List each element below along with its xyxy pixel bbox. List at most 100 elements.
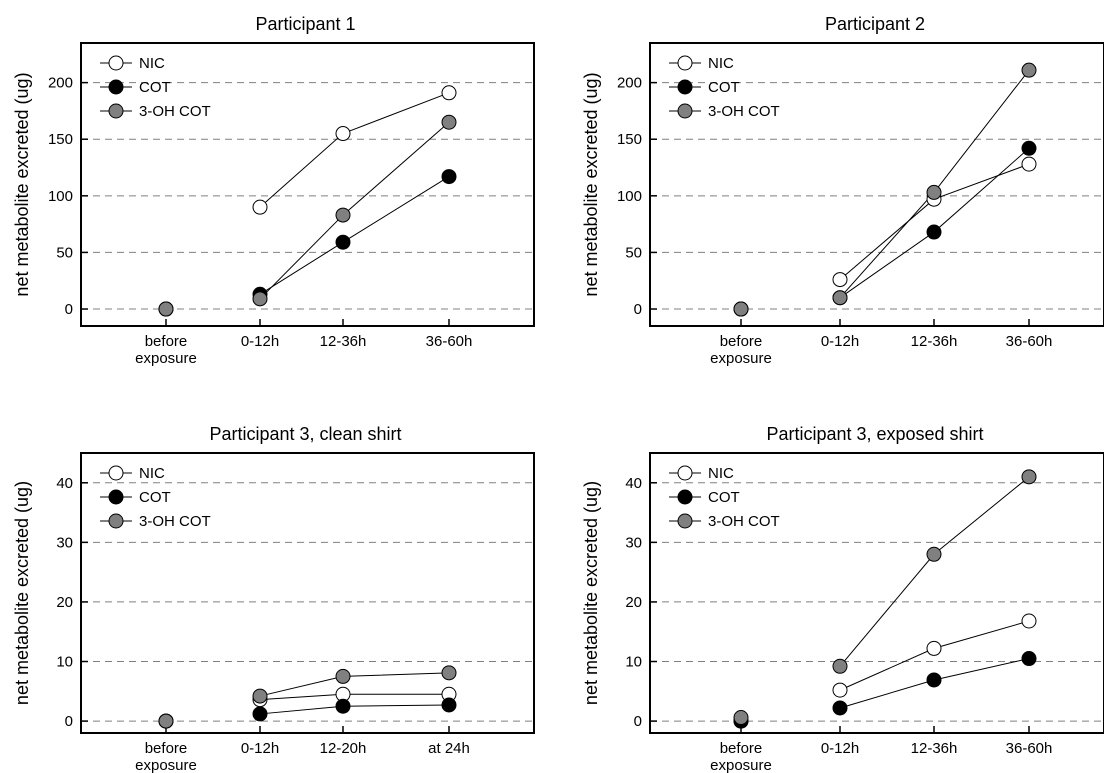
data-point-cot — [335, 234, 351, 250]
panel-title: Participant 3, clean shirt — [209, 424, 401, 444]
legend-marker — [677, 103, 693, 119]
panel-title: Participant 3, exposed shirt — [766, 424, 983, 444]
data-point-cot — [252, 706, 268, 722]
series-line-3-oh-cot — [259, 672, 450, 697]
legend-label: NIC — [139, 55, 165, 72]
legend-marker — [108, 79, 124, 95]
data-point-cot — [832, 700, 848, 716]
x-tick-label: before — [720, 333, 763, 350]
y-tick-label: 200 — [617, 75, 642, 92]
series-line-3-oh-cot — [259, 121, 450, 300]
data-point-cot — [441, 169, 457, 185]
y-tick-label: 40 — [625, 475, 642, 492]
legend-label: 3-OH COT — [708, 103, 780, 120]
legend-label: COT — [708, 489, 740, 506]
x-tick-label: 12-36h — [320, 333, 367, 350]
legend-label: 3-OH COT — [139, 513, 211, 530]
x-tick-label: 12-36h — [911, 333, 958, 350]
x-tick-label: before — [145, 333, 188, 350]
x-tick-label: before — [145, 740, 188, 757]
legend-marker — [677, 79, 693, 95]
y-tick-label: 50 — [625, 244, 642, 261]
x-tick-label: 0-12h — [821, 333, 859, 350]
data-point-3-oh-cot — [158, 301, 174, 317]
y-axis-label: net metabolite excreted (ug) — [12, 481, 32, 705]
data-point-3-oh-cot — [926, 184, 942, 200]
x-tick-label: 12-36h — [911, 740, 958, 757]
data-point-3-oh-cot — [335, 207, 351, 223]
data-point-nic — [1021, 613, 1037, 629]
series-line-nic — [259, 693, 449, 701]
series-line-cot — [259, 704, 450, 715]
legend-marker — [108, 103, 124, 119]
legend-label: 3-OH COT — [708, 513, 780, 530]
x-tick-label: 0-12h — [821, 740, 859, 757]
y-tick-label: 20 — [56, 594, 73, 611]
data-point-cot — [926, 672, 942, 688]
y-tick-label: 0 — [634, 713, 642, 730]
data-point-3-oh-cot — [335, 668, 351, 684]
plot-frame — [80, 42, 535, 327]
y-tick-label: 200 — [48, 75, 73, 92]
plot-frame — [80, 452, 535, 734]
x-tick-label: exposure — [135, 350, 197, 367]
x-tick-label: 0-12h — [241, 333, 279, 350]
legend-marker — [108, 489, 124, 505]
data-point-cot — [1021, 651, 1037, 667]
data-point-3-oh-cot — [926, 546, 942, 562]
data-point-3-oh-cot — [158, 713, 174, 729]
y-tick-label: 20 — [625, 594, 642, 611]
y-axis-label: net metabolite excreted (ug) — [581, 72, 601, 296]
legend-label: NIC — [708, 55, 734, 72]
y-tick-label: 100 — [48, 188, 73, 205]
x-tick-label: at 24h — [428, 740, 470, 757]
y-tick-label: 0 — [634, 301, 642, 318]
x-tick-label: 36-60h — [1006, 333, 1053, 350]
series-line-nic — [259, 92, 450, 208]
series-line-3-oh-cot — [839, 476, 1030, 667]
data-point-3-oh-cot — [441, 665, 457, 681]
panel-title: Participant 1 — [255, 14, 355, 34]
legend-label: COT — [139, 79, 171, 96]
legend-marker — [677, 513, 693, 529]
y-tick-label: 30 — [625, 534, 642, 551]
series-line-3-oh-cot — [839, 69, 1030, 299]
legend-marker — [677, 465, 693, 481]
data-point-3-oh-cot — [1021, 469, 1037, 485]
data-point-nic — [335, 126, 351, 142]
y-tick-label: 10 — [625, 654, 642, 671]
legend-label: 3-OH COT — [139, 103, 211, 120]
legend-marker — [108, 55, 124, 71]
x-tick-label: 36-60h — [426, 333, 473, 350]
y-tick-label: 0 — [65, 713, 73, 730]
plot-frame — [649, 42, 1104, 327]
data-point-3-oh-cot — [1021, 62, 1037, 78]
x-tick-label: 12-20h — [320, 740, 367, 757]
legend-label: NIC — [139, 465, 165, 482]
x-tick-label: before — [720, 740, 763, 757]
series-line-cot — [839, 147, 1030, 299]
y-tick-label: 30 — [56, 534, 73, 551]
data-point-cot — [441, 697, 457, 713]
x-tick-label: 0-12h — [241, 740, 279, 757]
y-tick-label: 10 — [56, 654, 73, 671]
series-line-cot — [259, 176, 450, 295]
legend-marker — [677, 55, 693, 71]
legend-marker — [108, 513, 124, 529]
series-line-nic — [839, 163, 1030, 280]
x-tick-label: exposure — [135, 757, 197, 773]
y-tick-label: 150 — [617, 131, 642, 148]
panel-title: Participant 2 — [825, 14, 925, 34]
legend-marker — [677, 489, 693, 505]
x-tick-label: exposure — [710, 757, 772, 773]
data-point-nic — [926, 640, 942, 656]
data-point-3-oh-cot — [733, 301, 749, 317]
y-tick-label: 100 — [617, 188, 642, 205]
y-tick-label: 50 — [56, 244, 73, 261]
y-tick-label: 150 — [48, 131, 73, 148]
data-point-nic — [832, 272, 848, 288]
